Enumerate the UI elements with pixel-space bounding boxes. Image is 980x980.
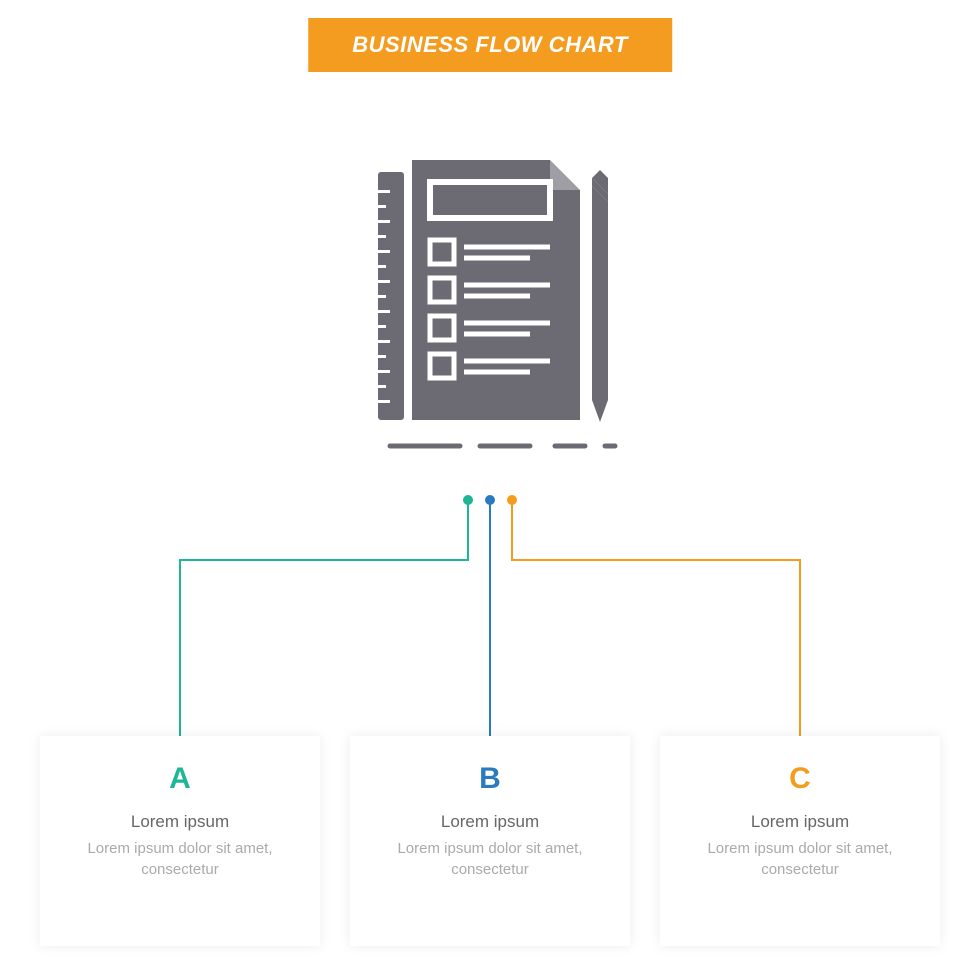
card-letter: A bbox=[40, 762, 320, 796]
card-heading: Lorem ipsum bbox=[40, 812, 320, 832]
info-card: B Lorem ipsum Lorem ipsum dolor sit amet, … bbox=[350, 736, 630, 946]
card-body: Lorem ipsum dolor sit amet, consectetur bbox=[350, 838, 630, 880]
card-letter: C bbox=[660, 762, 940, 796]
connector-dot bbox=[507, 495, 517, 505]
info-card: C Lorem ipsum Lorem ipsum dolor sit amet, … bbox=[660, 736, 940, 946]
connector-dot bbox=[463, 495, 473, 505]
card-body: Lorem ipsum dolor sit amet, consectetur bbox=[40, 838, 320, 880]
info-card: A Lorem ipsum Lorem ipsum dolor sit amet, … bbox=[40, 736, 320, 946]
title-bar: BUSINESS FLOW CHART bbox=[308, 18, 672, 72]
card-heading: Lorem ipsum bbox=[350, 812, 630, 832]
document-checklist-icon bbox=[330, 150, 650, 470]
card-body: Lorem ipsum dolor sit amet, consectetur bbox=[660, 838, 940, 880]
card-letter: B bbox=[350, 762, 630, 796]
title-text: BUSINESS FLOW CHART bbox=[352, 32, 628, 57]
card-heading: Lorem ipsum bbox=[660, 812, 940, 832]
connector-dot bbox=[485, 495, 495, 505]
